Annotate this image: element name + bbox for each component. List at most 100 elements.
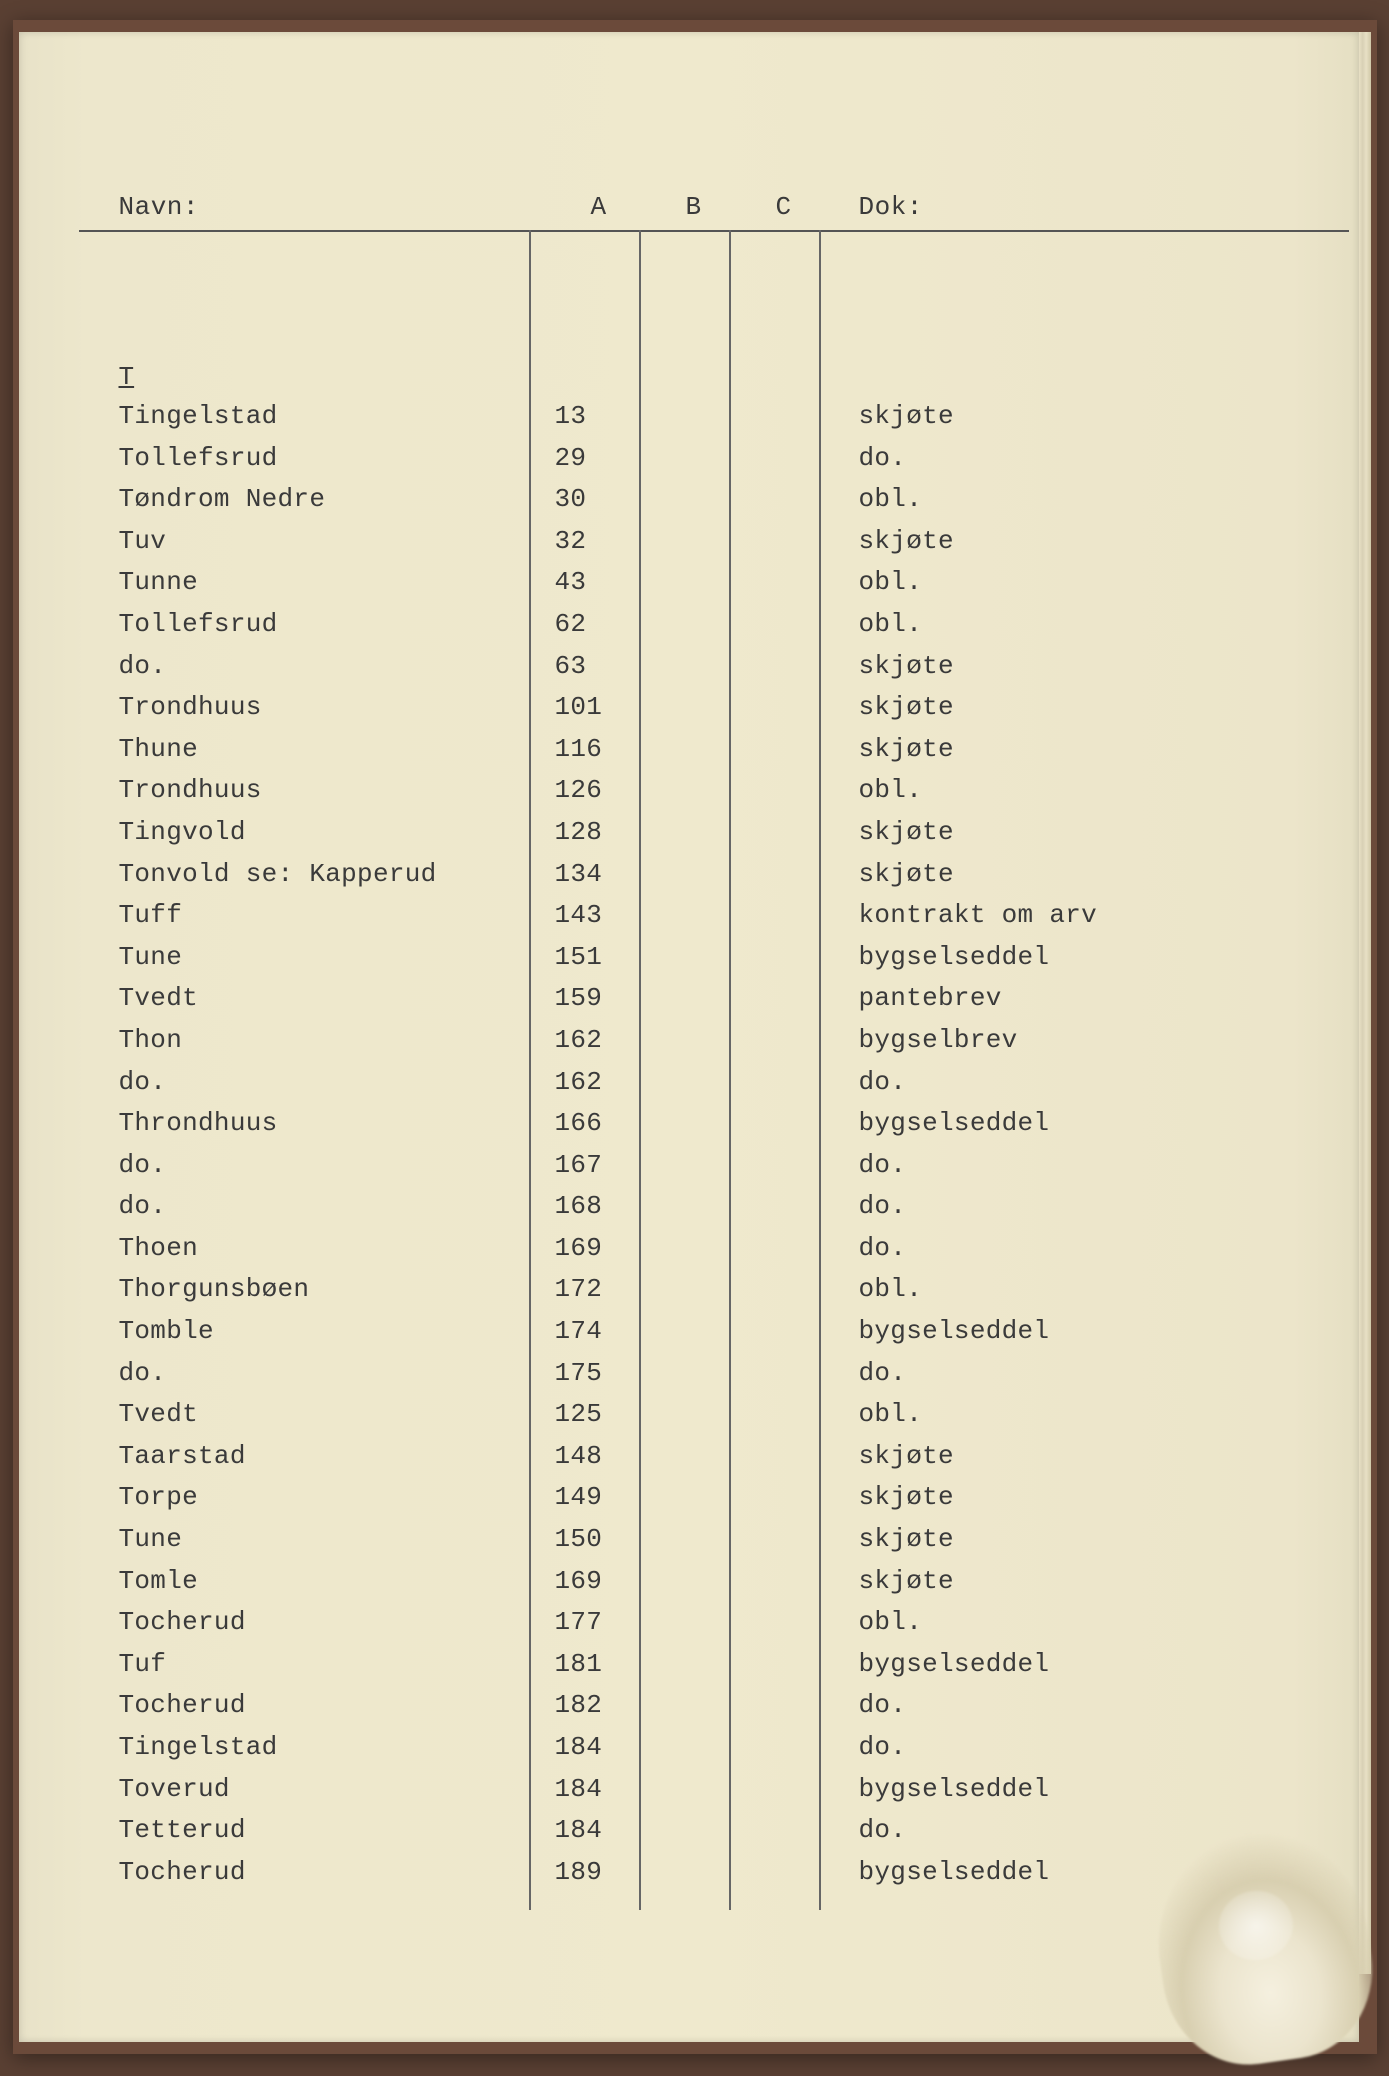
cell-b bbox=[649, 646, 739, 688]
cell-a: 63 bbox=[549, 646, 649, 688]
table-row: Tollefsrud62obl. bbox=[109, 604, 1299, 646]
cell-dok: bygselseddel bbox=[829, 1644, 1050, 1686]
header-dok: Dok: bbox=[829, 192, 923, 222]
cell-dok: do. bbox=[829, 1353, 907, 1395]
cell-dok: pantebrev bbox=[829, 978, 1002, 1020]
cell-navn: Tvedt bbox=[109, 978, 549, 1020]
cell-a: 150 bbox=[549, 1519, 649, 1561]
cell-navn: Trondhuus bbox=[109, 770, 549, 812]
cell-navn: Throndhuus bbox=[109, 1103, 549, 1145]
cell-navn: Taarstad bbox=[109, 1436, 549, 1478]
cell-a: 159 bbox=[549, 978, 649, 1020]
cell-a: 62 bbox=[549, 604, 649, 646]
header-col-b: B bbox=[649, 192, 739, 222]
cell-a: 116 bbox=[549, 729, 649, 771]
cell-a: 175 bbox=[549, 1353, 649, 1395]
table-row: do.167do. bbox=[109, 1145, 1299, 1187]
table-row: Tonvold se: Kapperud134skjøte bbox=[109, 854, 1299, 896]
cell-navn: Tocherud bbox=[109, 1602, 549, 1644]
cell-b bbox=[649, 978, 739, 1020]
cell-b bbox=[649, 687, 739, 729]
cell-a: 181 bbox=[549, 1644, 649, 1686]
page-stack-edge bbox=[1359, 32, 1371, 1974]
cell-c bbox=[739, 1477, 829, 1519]
cell-dok: skjøte bbox=[829, 1477, 954, 1519]
cell-a: 29 bbox=[549, 438, 649, 480]
cell-c bbox=[739, 1269, 829, 1311]
cell-navn: Tocherud bbox=[109, 1685, 549, 1727]
table-row: Tøndrom Nedre30obl. bbox=[109, 479, 1299, 521]
cell-navn: Tollefsrud bbox=[109, 604, 549, 646]
cell-navn: do. bbox=[109, 1353, 549, 1395]
cell-b bbox=[649, 729, 739, 771]
cell-navn: do. bbox=[109, 1145, 549, 1187]
table-row: Tune151bygselseddel bbox=[109, 937, 1299, 979]
cell-dok: skjøte bbox=[829, 687, 954, 729]
cell-a: 134 bbox=[549, 854, 649, 896]
table-row: Tingelstad184do. bbox=[109, 1727, 1299, 1769]
cell-a: 169 bbox=[549, 1561, 649, 1603]
cell-dok: do. bbox=[829, 1186, 907, 1228]
cell-dok: obl. bbox=[829, 1269, 923, 1311]
cell-b bbox=[649, 1353, 739, 1395]
cell-b bbox=[649, 521, 739, 563]
table-row: Tollefsrud29do. bbox=[109, 438, 1299, 480]
cell-b bbox=[649, 1020, 739, 1062]
cell-c bbox=[739, 396, 829, 438]
cell-c bbox=[739, 1394, 829, 1436]
cell-b bbox=[649, 1519, 739, 1561]
header-underline bbox=[79, 230, 1349, 232]
cell-c bbox=[739, 521, 829, 563]
cell-a: 177 bbox=[549, 1602, 649, 1644]
cell-c bbox=[739, 729, 829, 771]
table-row: Tuff143kontrakt om arv bbox=[109, 895, 1299, 937]
header-col-a: A bbox=[549, 192, 649, 222]
cell-dok: skjøte bbox=[829, 854, 954, 896]
table-row: Taarstad148skjøte bbox=[109, 1436, 1299, 1478]
table-row: Trondhuus126obl. bbox=[109, 770, 1299, 812]
cell-navn: do. bbox=[109, 1186, 549, 1228]
table-row: do.63skjøte bbox=[109, 646, 1299, 688]
table-row: Tingvold128skjøte bbox=[109, 812, 1299, 854]
cell-c bbox=[739, 1353, 829, 1395]
cell-c bbox=[739, 1852, 829, 1894]
table-row: Tomle169skjøte bbox=[109, 1561, 1299, 1603]
cell-navn: Toverud bbox=[109, 1769, 549, 1811]
cell-b bbox=[649, 1852, 739, 1894]
cell-navn: Tingvold bbox=[109, 812, 549, 854]
cell-a: 151 bbox=[549, 937, 649, 979]
cell-navn: Thoen bbox=[109, 1228, 549, 1270]
cell-dok: skjøte bbox=[829, 1561, 954, 1603]
table-row: Throndhuus166bygselseddel bbox=[109, 1103, 1299, 1145]
cell-c bbox=[739, 646, 829, 688]
cell-b bbox=[649, 1436, 739, 1478]
cell-b bbox=[649, 1311, 739, 1353]
cell-a: 43 bbox=[549, 562, 649, 604]
cell-a: 166 bbox=[549, 1103, 649, 1145]
cell-c bbox=[739, 1145, 829, 1187]
cell-dok: do. bbox=[829, 1727, 907, 1769]
cell-dok: skjøte bbox=[829, 396, 954, 438]
cell-b bbox=[649, 1186, 739, 1228]
cell-a: 30 bbox=[549, 479, 649, 521]
table-body: T Tingelstad13skjøteTollefsrud29do.Tøndr… bbox=[109, 272, 1299, 1893]
cell-b bbox=[649, 562, 739, 604]
cell-dok: obl. bbox=[829, 479, 923, 521]
cell-c bbox=[739, 812, 829, 854]
cell-a: 125 bbox=[549, 1394, 649, 1436]
cell-dok: obl. bbox=[829, 1394, 923, 1436]
cell-b bbox=[649, 1062, 739, 1104]
cell-c bbox=[739, 1228, 829, 1270]
cell-navn: Tingelstad bbox=[109, 396, 549, 438]
cell-b bbox=[649, 604, 739, 646]
cell-dok: do. bbox=[829, 1810, 907, 1852]
cell-a: 184 bbox=[549, 1810, 649, 1852]
table-row: Tingelstad13skjøte bbox=[109, 396, 1299, 438]
cell-dok: skjøte bbox=[829, 812, 954, 854]
cell-a: 101 bbox=[549, 687, 649, 729]
cell-navn: Trondhuus bbox=[109, 687, 549, 729]
header-col-c: C bbox=[739, 192, 829, 222]
cell-c bbox=[739, 978, 829, 1020]
table-row: do.162do. bbox=[109, 1062, 1299, 1104]
cell-c bbox=[739, 1103, 829, 1145]
